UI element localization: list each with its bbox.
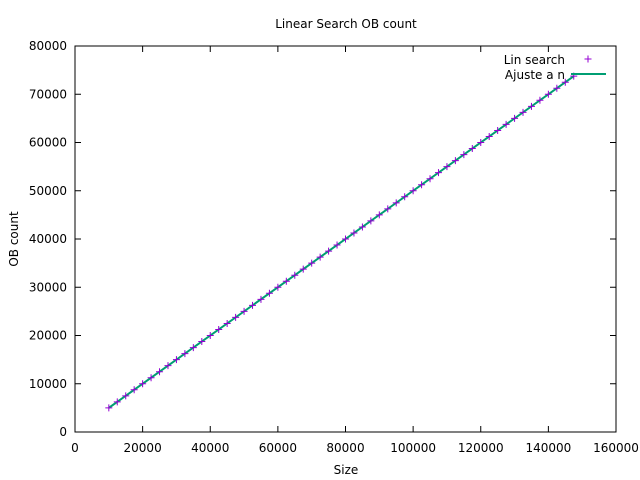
data-point bbox=[426, 175, 434, 183]
data-point bbox=[172, 356, 180, 364]
data-point bbox=[358, 223, 366, 231]
data-point bbox=[113, 398, 121, 406]
x-tick-label: 80000 bbox=[326, 441, 364, 455]
y-tick-label: 0 bbox=[59, 425, 67, 439]
data-point bbox=[544, 90, 552, 98]
x-tick-label: 60000 bbox=[259, 441, 297, 455]
y-axis-label: OB count bbox=[7, 211, 21, 267]
data-point bbox=[215, 325, 223, 333]
data-point bbox=[350, 229, 358, 237]
data-point bbox=[434, 169, 442, 177]
y-tick-label: 10000 bbox=[29, 377, 67, 391]
data-point bbox=[443, 163, 451, 171]
data-point bbox=[130, 386, 138, 394]
data-point bbox=[511, 114, 519, 122]
fit-line-layer bbox=[108, 75, 575, 409]
data-point bbox=[519, 108, 527, 116]
data-point bbox=[249, 301, 257, 309]
y-tick-label: 50000 bbox=[29, 184, 67, 198]
data-point bbox=[122, 392, 130, 400]
data-point bbox=[527, 102, 535, 110]
data-point bbox=[325, 247, 333, 255]
data-point bbox=[384, 205, 392, 213]
data-point bbox=[164, 362, 172, 370]
data-point bbox=[299, 265, 307, 273]
data-point bbox=[333, 241, 341, 249]
plot-frame bbox=[74, 45, 617, 433]
y-tick-label: 20000 bbox=[29, 329, 67, 343]
data-point bbox=[240, 307, 248, 315]
data-point bbox=[282, 277, 290, 285]
legend-label-lin-search: Lin search bbox=[504, 53, 565, 67]
data-point bbox=[257, 295, 265, 303]
data-point bbox=[375, 211, 383, 219]
x-tick-label: 20000 bbox=[124, 441, 162, 455]
data-point bbox=[561, 78, 569, 86]
data-point bbox=[367, 217, 375, 225]
y-tick-label: 80000 bbox=[29, 39, 67, 53]
legend-label-fit: Ajuste a n bbox=[505, 68, 565, 82]
data-point bbox=[232, 313, 240, 321]
data-point bbox=[139, 380, 147, 388]
data-point bbox=[265, 289, 273, 297]
data-point bbox=[308, 259, 316, 267]
data-point bbox=[460, 151, 468, 159]
chart-title: Linear Search OB count bbox=[275, 17, 417, 31]
data-point bbox=[105, 404, 113, 412]
data-point bbox=[147, 374, 155, 382]
data-point bbox=[401, 193, 409, 201]
data-point bbox=[553, 84, 561, 92]
y-tick-label: 40000 bbox=[29, 232, 67, 246]
data-point bbox=[418, 181, 426, 189]
y-tick-label: 70000 bbox=[29, 87, 67, 101]
y-tick-label: 30000 bbox=[29, 280, 67, 294]
x-tick-label: 40000 bbox=[191, 441, 229, 455]
fit-line bbox=[108, 75, 575, 409]
data-point bbox=[189, 344, 197, 352]
data-point bbox=[156, 368, 164, 376]
data-point bbox=[409, 187, 417, 195]
data-point bbox=[342, 235, 349, 243]
data-point bbox=[485, 132, 493, 140]
x-tick-label: 160000 bbox=[593, 441, 639, 455]
data-point bbox=[536, 96, 544, 104]
data-point bbox=[274, 283, 282, 291]
x-tick-label: 0 bbox=[71, 441, 79, 455]
legend-marker-plus bbox=[584, 55, 592, 63]
x-tick-label: 100000 bbox=[390, 441, 436, 455]
x-tick-label: 120000 bbox=[458, 441, 504, 455]
data-point bbox=[206, 332, 214, 339]
data-point bbox=[316, 253, 324, 261]
data-point bbox=[223, 319, 231, 327]
data-point bbox=[468, 145, 476, 153]
x-tick-label: 140000 bbox=[525, 441, 571, 455]
data-point bbox=[477, 139, 485, 146]
legend: Lin search Ajuste a n bbox=[504, 53, 606, 82]
data-point bbox=[392, 199, 400, 207]
data-point bbox=[502, 120, 510, 128]
legend-marker-point bbox=[584, 55, 592, 63]
axis-ticks: 0 20000 40000 60000 80000 100000 120000 140000 1… bbox=[29, 39, 639, 455]
x-axis-label: Size bbox=[334, 463, 359, 477]
data-point bbox=[181, 350, 189, 358]
data-point bbox=[291, 271, 299, 279]
data-point bbox=[494, 126, 502, 134]
data-point bbox=[198, 338, 206, 346]
data-points-layer bbox=[105, 72, 578, 412]
y-tick-label: 60000 bbox=[29, 136, 67, 150]
data-point bbox=[451, 157, 459, 165]
